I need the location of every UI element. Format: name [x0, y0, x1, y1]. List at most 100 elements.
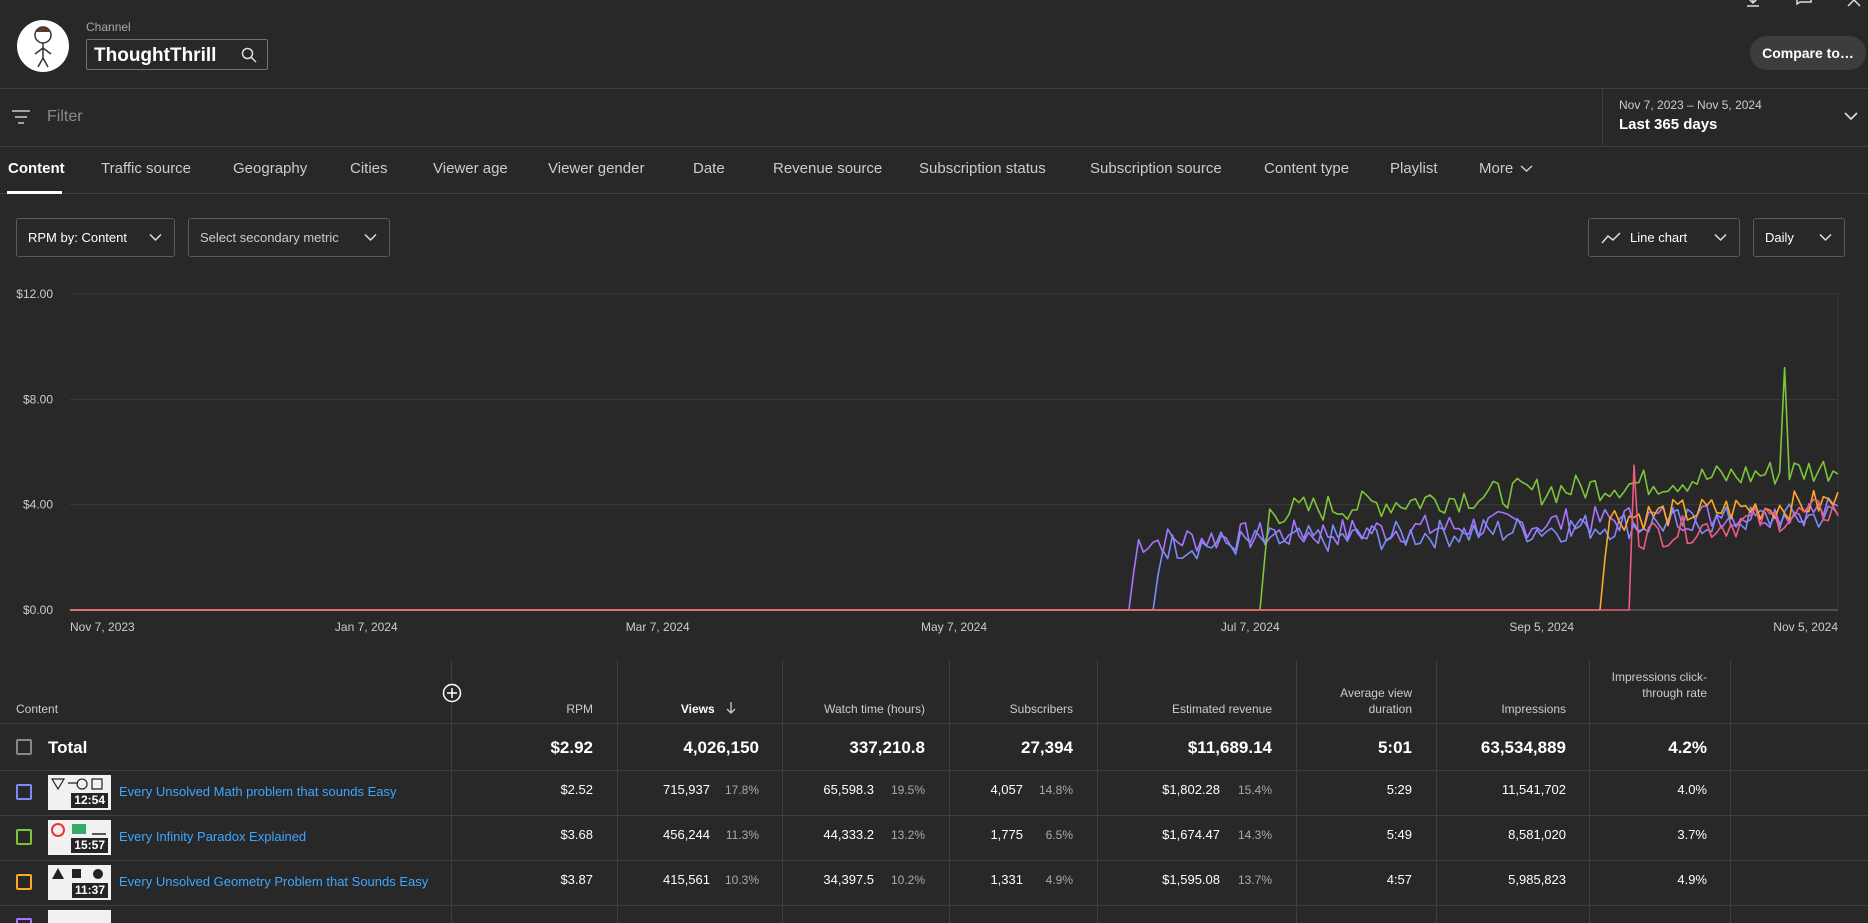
video-thumbnail[interactable]: 11:37	[48, 865, 111, 900]
header-estimated-revenue[interactable]: Estimated revenue	[1171, 702, 1272, 716]
total-label: Total	[48, 738, 88, 757]
row-subs-pct: 6.5%	[1045, 828, 1073, 842]
row-revenue: $1,674.47	[1162, 827, 1220, 842]
add-column-icon[interactable]	[442, 683, 462, 703]
row-revenue-pct: 14.3%	[1237, 828, 1272, 842]
rpm-line-chart[interactable]: $12.00 $8.00 $4.00 $0.00 Nov 7, 2023 Jan 7, 2…	[0, 280, 1868, 640]
tab-viewer-age[interactable]: Viewer age	[433, 160, 508, 177]
video-title-link[interactable]: Every Unsolved Geometry Problem that Sou…	[119, 874, 429, 889]
channel-label: Channel	[86, 20, 131, 34]
tab-geography[interactable]: Geography	[233, 160, 308, 177]
row-checkbox[interactable]	[16, 829, 32, 845]
chevron-down-icon	[364, 233, 377, 242]
tab-content-type[interactable]: Content type	[1264, 160, 1350, 177]
header-ctr[interactable]: Impressions click-through rate	[1611, 670, 1707, 700]
video-thumbnail[interactable]: 15:57	[48, 820, 111, 855]
row-subscribers: 1,775	[990, 827, 1023, 842]
tab-more[interactable]: More	[1479, 160, 1533, 177]
row-revenue: $1,595.08	[1162, 872, 1220, 887]
tab-more-label: More	[1479, 160, 1514, 177]
video-duration: 12:54	[71, 793, 108, 808]
secondary-metric-dropdown[interactable]: Select secondary metric	[188, 218, 390, 257]
primary-metric-label: RPM by: Content	[28, 230, 127, 245]
download-icon[interactable]	[1744, 0, 1762, 8]
total-impressions: 63,534,889	[1480, 738, 1566, 757]
total-rpm: $2.92	[550, 738, 593, 757]
row-checkbox[interactable]	[16, 874, 32, 890]
video-thumbnail[interactable]	[48, 910, 111, 923]
x-tick-label: Jan 7, 2024	[335, 620, 398, 634]
chevron-down-icon	[1714, 233, 1727, 242]
total-checkbox[interactable]	[16, 739, 32, 755]
feedback-icon[interactable]	[1795, 0, 1813, 8]
row-checkbox[interactable]	[16, 784, 32, 800]
filter-input[interactable]: Filter	[47, 108, 83, 125]
tab-cities[interactable]: Cities	[350, 160, 388, 177]
total-avg-duration: 5:01	[1377, 738, 1412, 757]
row-revenue: $1,802.28	[1162, 782, 1220, 797]
x-tick-label: Jul 7, 2024	[1221, 620, 1280, 634]
row-views-pct: 11.3%	[725, 828, 759, 842]
infinity-thumbnail-icon	[51, 823, 106, 837]
tab-traffic-source[interactable]: Traffic source	[101, 160, 192, 177]
row-checkbox[interactable]	[16, 918, 32, 923]
tab-subscription-source[interactable]: Subscription source	[1090, 160, 1222, 177]
x-tick-label: May 7, 2024	[921, 620, 987, 634]
row-rpm: $3.87	[560, 872, 593, 887]
series-line	[70, 464, 1839, 611]
row-subs-pct: 14.8%	[1038, 783, 1073, 797]
geometry-thumbnail-icon	[52, 868, 103, 879]
date-range-picker[interactable]: Nov 7, 2023 – Nov 5, 2024 Last 365 days	[1602, 89, 1868, 147]
series-line	[70, 366, 1839, 611]
header-content[interactable]: Content	[16, 702, 59, 716]
tab-date[interactable]: Date	[693, 160, 725, 177]
row-impressions: 11,541,702	[1501, 782, 1566, 797]
tab-playlist[interactable]: Playlist	[1390, 160, 1438, 177]
search-icon[interactable]	[241, 47, 257, 63]
tab-content[interactable]: Content	[8, 160, 65, 177]
header-views-label: Views	[680, 702, 715, 716]
video-thumbnail[interactable]: 12:54	[48, 775, 111, 810]
video-title-link[interactable]: Every Infinity Paradox Explained	[119, 829, 307, 844]
close-icon[interactable]	[1845, 0, 1863, 8]
row-views-pct: 17.8%	[724, 783, 759, 797]
tab-viewer-gender[interactable]: Viewer gender	[548, 160, 645, 177]
primary-metric-dropdown[interactable]: RPM by: Content	[16, 218, 175, 257]
compare-to-button[interactable]: Compare to…	[1750, 36, 1866, 70]
channel-selector[interactable]: ThoughtThrill	[86, 39, 268, 70]
x-tick-label: Mar 7, 2024	[626, 620, 690, 634]
total-ctr: 4.2%	[1668, 738, 1707, 757]
row-views: 415,561	[663, 872, 710, 887]
header-average-view-duration[interactable]: Average view duration	[1340, 686, 1412, 716]
secondary-metric-label: Select secondary metric	[200, 230, 339, 245]
row-views: 715,937	[663, 782, 710, 797]
tab-subscription-status[interactable]: Subscription status	[919, 160, 1046, 177]
total-subscribers: 27,394	[1021, 738, 1073, 757]
chart-type-dropdown[interactable]: Line chart	[1588, 218, 1740, 257]
chevron-down-icon	[1844, 112, 1858, 121]
header-impressions[interactable]: Impressions	[1501, 702, 1566, 716]
y-tick-label: $8.00	[23, 392, 53, 406]
video-duration: 11:37	[71, 883, 108, 898]
granularity-dropdown[interactable]: Daily	[1753, 218, 1845, 257]
header-subscribers[interactable]: Subscribers	[1009, 702, 1073, 716]
filter-icon[interactable]	[12, 109, 30, 125]
total-views: 4,026,150	[683, 738, 759, 757]
granularity-label: Daily	[1765, 230, 1794, 245]
row-views: 456,244	[663, 827, 710, 842]
header: Channel ThoughtThrill Compare to…	[0, 0, 1868, 89]
date-range-label: Last 365 days	[1619, 116, 1718, 133]
sort-arrow-down-icon	[726, 702, 736, 714]
y-tick-label: $4.00	[23, 498, 53, 512]
tab-revenue-source[interactable]: Revenue source	[773, 160, 883, 177]
row-subs-pct: 4.9%	[1045, 873, 1073, 887]
channel-avatar[interactable]	[17, 20, 69, 72]
video-title-link[interactable]: Every Unsolved Math problem that sounds …	[119, 784, 397, 799]
row-watch-time: 34,397.5	[823, 872, 874, 887]
row-impressions: 8,581,020	[1508, 827, 1566, 842]
header-rpm[interactable]: RPM	[566, 702, 593, 716]
header-watch-time[interactable]: Watch time (hours)	[824, 702, 925, 716]
row-views-pct: 10.3%	[724, 873, 759, 887]
active-tab-indicator	[7, 191, 62, 194]
header-views[interactable]: Views	[617, 701, 736, 717]
